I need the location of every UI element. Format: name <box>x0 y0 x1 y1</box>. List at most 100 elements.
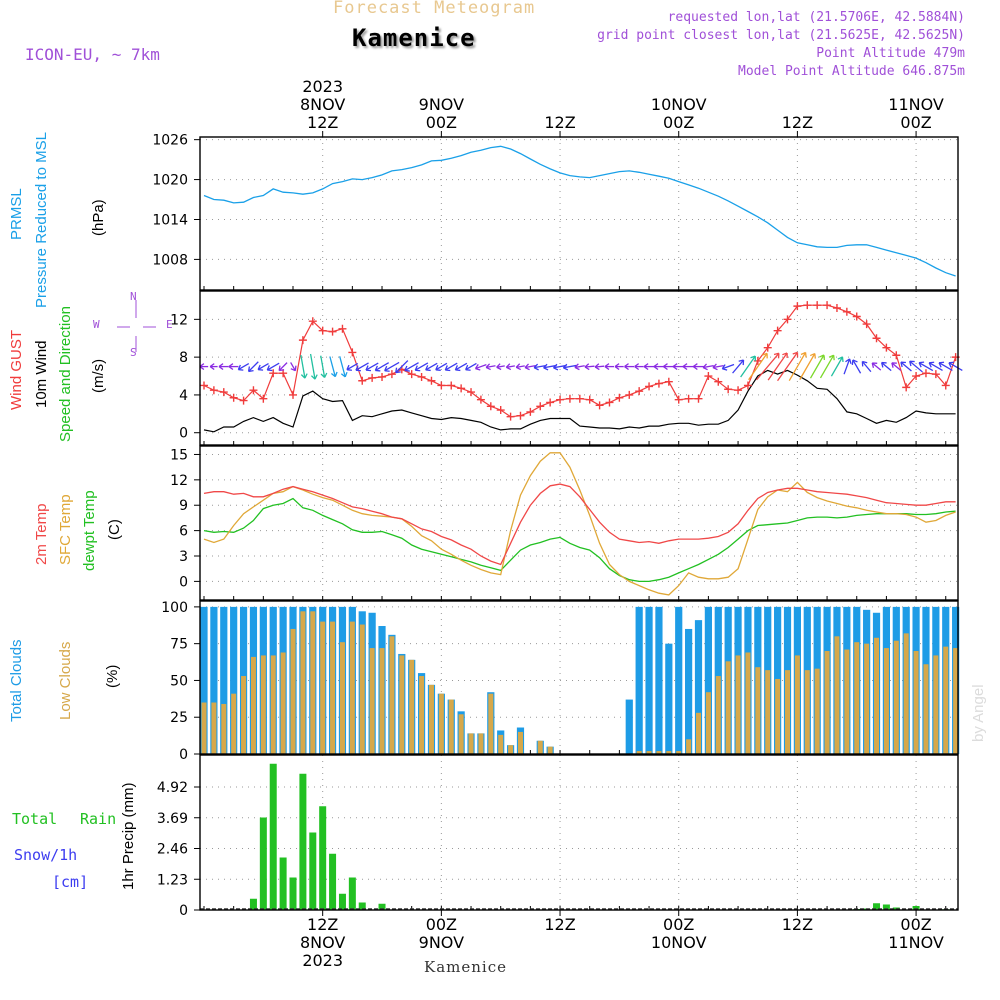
y-tick-label: 3.69 <box>157 811 188 827</box>
wind-arrow-shaft <box>384 361 400 372</box>
sfc-temp-line <box>203 452 956 596</box>
wind-arrow <box>948 361 963 371</box>
precip-bar <box>912 906 920 910</box>
wind-arrow-head <box>682 363 688 371</box>
wind-arrow-shaft <box>563 364 577 369</box>
panel-frame <box>199 136 959 291</box>
y-tick-label: 0 <box>179 426 188 442</box>
precip-bar <box>873 903 881 910</box>
wind-arrow <box>900 361 912 372</box>
wind-arrow-head <box>881 361 887 368</box>
gust-marker <box>526 407 535 416</box>
low-cloud-bar <box>438 693 444 754</box>
wind-arrow-shaft <box>777 351 798 382</box>
wind-arrow-head <box>310 374 318 380</box>
x-bottom-label: 8NOV <box>300 933 345 952</box>
gust-marker <box>200 381 208 390</box>
pressure-unit-label: (hPa) <box>90 199 107 236</box>
wind-arrow-shaft <box>574 365 585 369</box>
total-cloud-bar <box>704 606 712 754</box>
low-cloud-bar <box>785 670 791 754</box>
y-tick-label: 2.46 <box>157 842 188 858</box>
low-cloud-bar <box>854 642 860 754</box>
wind-arrow-shaft <box>861 361 872 373</box>
wind-arrow-head <box>900 361 906 368</box>
precip-bar <box>249 898 257 910</box>
wind-arrow <box>672 363 685 371</box>
low-cloud-bar <box>874 637 880 754</box>
x-bottom-label: 11NOV <box>888 933 944 952</box>
total-cloud-bar <box>230 606 238 754</box>
wind-arrow-head <box>300 373 308 379</box>
low-cloud-bar <box>488 693 494 754</box>
prmsl-label: PRMSL <box>8 188 25 240</box>
wind-arrow-head <box>672 363 678 371</box>
wind-arrow-head <box>374 365 381 372</box>
gust-marker <box>269 369 278 378</box>
wind-arrow-head <box>594 363 600 371</box>
wind-arrow-shaft <box>767 352 788 381</box>
wind-arrow <box>320 355 328 378</box>
location-title: Kamenice <box>352 24 476 52</box>
wind-arrow <box>290 362 297 372</box>
gust-marker <box>704 372 713 381</box>
total-cloud-bar <box>635 606 643 754</box>
y-tick-label: 8 <box>179 350 188 366</box>
gust-marker <box>378 372 387 381</box>
wind-arrow-head <box>228 363 234 371</box>
low-clouds-label: Low Clouds <box>57 641 74 720</box>
wind-arrow-head <box>738 359 745 366</box>
gust-marker <box>694 394 703 403</box>
wind-arrow <box>199 363 209 371</box>
wind-arrow-head <box>692 363 698 371</box>
wind-arrow <box>756 352 780 381</box>
wind-arrow-shaft <box>748 353 768 381</box>
wind-arrow-shaft <box>395 360 409 374</box>
wind-arrow-head <box>792 351 799 358</box>
gust-marker <box>476 395 485 404</box>
gust-marker <box>912 372 921 381</box>
speed-direction-label: Speed and Direction <box>57 306 74 442</box>
sfc-temp-label: SFC Temp <box>57 494 74 565</box>
gust-marker <box>457 384 466 393</box>
x-top-label: 10NOV <box>651 95 707 114</box>
wind-arrow <box>740 355 756 378</box>
gust-marker <box>823 301 832 310</box>
wind-arrow <box>524 363 536 371</box>
low-cloud-bar <box>517 731 523 754</box>
wind-arrow <box>237 363 250 371</box>
gust-marker <box>921 369 930 378</box>
wind-arrow-head <box>614 363 620 371</box>
x-bottom-label: 00Z <box>663 915 694 934</box>
x-bottom-label: 9NOV <box>419 933 464 952</box>
gust-marker <box>872 334 881 343</box>
wind-arrow-head <box>543 363 549 371</box>
wind-arrow-shaft <box>740 355 756 378</box>
wind-arrow-shaft <box>320 355 326 378</box>
wind-arrow-shaft <box>595 365 605 368</box>
low-cloud-bar <box>903 633 909 754</box>
low-cloud-bar <box>656 751 662 754</box>
gust-marker <box>308 317 317 326</box>
gust-marker <box>328 327 337 336</box>
gust-marker <box>249 386 258 395</box>
precip-bar <box>299 773 307 910</box>
wind-arrow <box>624 363 635 371</box>
wind-arrow-head <box>909 360 915 367</box>
gust-marker <box>664 377 673 386</box>
gust-marker <box>892 351 901 360</box>
gust-marker <box>842 307 851 316</box>
wind-arrow-shaft <box>799 353 816 380</box>
gridpoint-lonlat: grid point closest lon,lat (21.5625E, 42… <box>597 28 965 43</box>
wind-arrow <box>692 363 704 371</box>
gust-marker <box>407 370 416 379</box>
wind-arrow-head <box>533 363 539 371</box>
compass-e: E <box>166 318 173 331</box>
wind-arrow-shaft <box>465 362 477 371</box>
wind-arrow <box>355 362 369 372</box>
gust-marker <box>862 320 871 329</box>
wind-arrow <box>881 361 892 372</box>
low-cloud-bar <box>290 628 296 754</box>
gust-marker <box>219 388 228 397</box>
wind-arrow <box>830 356 844 377</box>
